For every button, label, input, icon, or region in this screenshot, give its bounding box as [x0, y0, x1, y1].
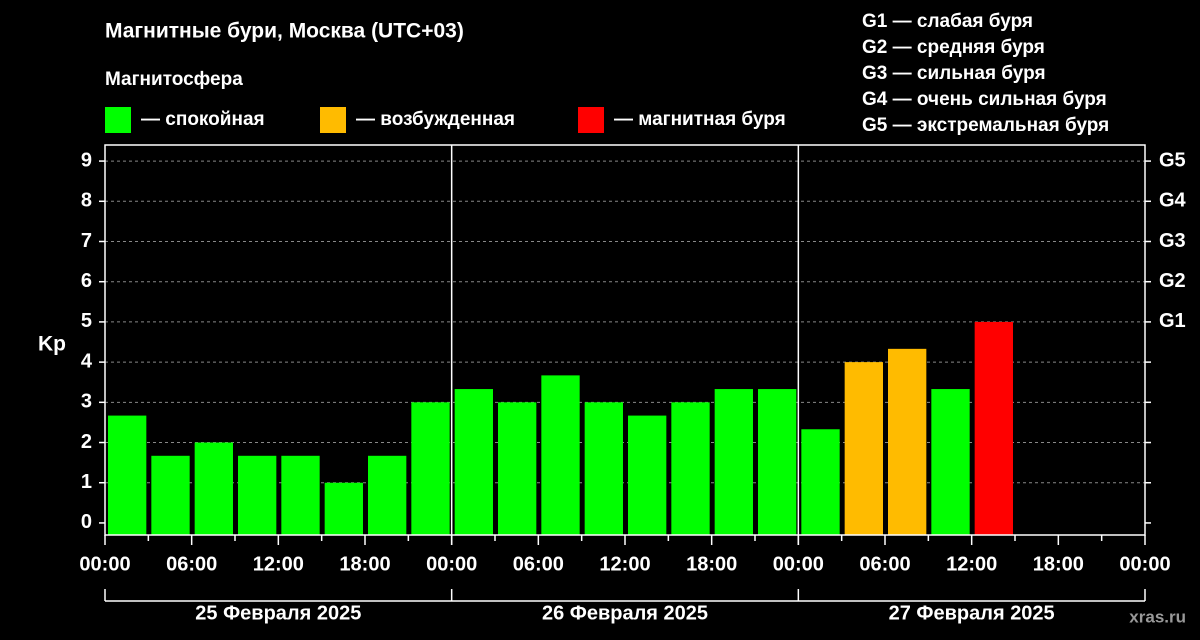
legend-label: — спокойная: [141, 109, 265, 130]
y-tick-label: 5: [81, 310, 92, 332]
scale-note: G3 — сильная буря: [862, 63, 1046, 84]
legend-swatch: [578, 107, 604, 133]
bar: [888, 348, 927, 535]
bar: [801, 429, 840, 535]
y2-tick-label: G1: [1159, 310, 1186, 332]
bar: [541, 375, 580, 535]
bar: [281, 455, 320, 535]
scale-note: G1 — слабая буря: [862, 11, 1033, 32]
legend-label: — магнитная буря: [614, 109, 786, 130]
x-tick-label: 12:00: [599, 553, 650, 575]
scale-note: G5 — экстремальная буря: [862, 115, 1109, 136]
x-tick-label: 00:00: [79, 553, 130, 575]
bar: [454, 389, 493, 535]
legend-label: — возбужденная: [356, 109, 515, 130]
legend-swatch: [320, 107, 346, 133]
x-tick-label: 18:00: [339, 553, 390, 575]
x-tick-label: 18:00: [1033, 553, 1084, 575]
x-tick-label: 06:00: [859, 553, 910, 575]
bar: [368, 455, 407, 535]
bar: [108, 415, 147, 535]
bar: [498, 402, 537, 535]
y-tick-label: 6: [81, 270, 92, 292]
x-tick-label: 12:00: [253, 553, 304, 575]
day-label: 25 Февраля 2025: [195, 602, 361, 624]
legend-title: Магнитосфера: [105, 69, 243, 90]
watermark: xras.ru: [1129, 607, 1186, 626]
bar: [671, 402, 710, 535]
y-tick-label: 8: [81, 190, 92, 212]
day-label: 27 Февраля 2025: [889, 602, 1055, 624]
legend-swatch: [105, 107, 131, 133]
x-tick-label: 06:00: [166, 553, 217, 575]
x-tick-label: 00:00: [426, 553, 477, 575]
chart-title: Магнитные бури, Москва (UTC+03): [105, 20, 464, 43]
x-tick-label: 12:00: [946, 553, 997, 575]
x-tick-label: 06:00: [513, 553, 564, 575]
bar: [758, 389, 797, 535]
y-tick-label: 9: [81, 149, 92, 171]
bar: [628, 415, 667, 535]
x-tick-label: 18:00: [686, 553, 737, 575]
bar: [324, 482, 363, 535]
scale-note: G4 — очень сильная буря: [862, 89, 1107, 110]
y2-tick-label: G2: [1159, 270, 1186, 292]
bar: [584, 402, 623, 535]
bar: [931, 389, 970, 535]
bar: [194, 442, 233, 535]
x-tick-label: 00:00: [1119, 553, 1170, 575]
y-tick-label: 4: [81, 350, 93, 372]
day-label: 26 Февраля 2025: [542, 602, 708, 624]
y-tick-label: 2: [81, 431, 92, 453]
y-tick-label: 1: [81, 471, 92, 493]
y-tick-label: 0: [81, 511, 92, 533]
scale-note: G2 — средняя буря: [862, 37, 1045, 58]
y-tick-label: 7: [81, 230, 92, 252]
bar: [974, 321, 1013, 535]
y-tick-label: 3: [81, 391, 92, 413]
bar: [411, 402, 450, 535]
y2-tick-label: G4: [1159, 190, 1187, 212]
x-tick-label: 00:00: [773, 553, 824, 575]
bar: [714, 389, 753, 535]
bar: [238, 455, 277, 535]
bar: [844, 362, 883, 535]
y2-tick-label: G3: [1159, 230, 1186, 252]
bar: [151, 455, 190, 535]
y-axis-label: Kp: [38, 333, 66, 356]
y2-tick-label: G5: [1159, 149, 1186, 171]
